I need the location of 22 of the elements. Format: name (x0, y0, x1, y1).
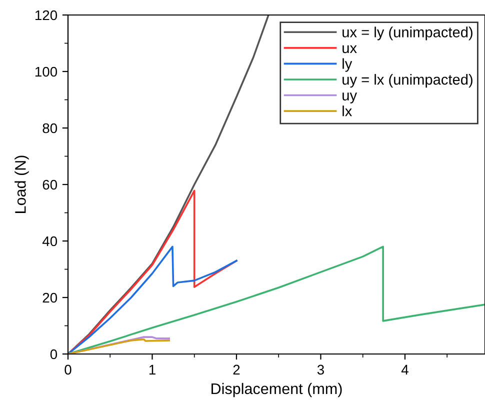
legend-label: ux = ly (unimpacted) (342, 26, 472, 40)
legend-label: uy = lx (unimpacted) (342, 74, 472, 88)
legend-label: lx (342, 106, 352, 116)
y-tick-label: 120 (35, 10, 58, 20)
line-series (68, 246, 238, 354)
x-axis-title: Displacement (mm) (212, 382, 342, 398)
y-axis-title: Load (N) (14, 156, 29, 213)
line-series (68, 190, 238, 354)
y-tick-label: 0 (50, 349, 58, 360)
x-tick-label: 0 (64, 364, 72, 375)
legend-label: ly (342, 58, 352, 72)
y-tick-label: 20 (42, 292, 58, 303)
y-tick-label: 60 (42, 180, 58, 190)
x-tick-label: 1 (149, 364, 156, 374)
legend-label: ux (342, 45, 357, 54)
x-tick-label: 2 (233, 364, 240, 374)
y-tick-label: 100 (35, 66, 58, 77)
legend-label: uy (342, 92, 357, 104)
x-tick-label: 3 (317, 364, 324, 375)
y-tick-label: 80 (42, 123, 58, 134)
y-tick-label: 40 (42, 236, 58, 246)
x-tick-label: 4 (401, 364, 408, 374)
